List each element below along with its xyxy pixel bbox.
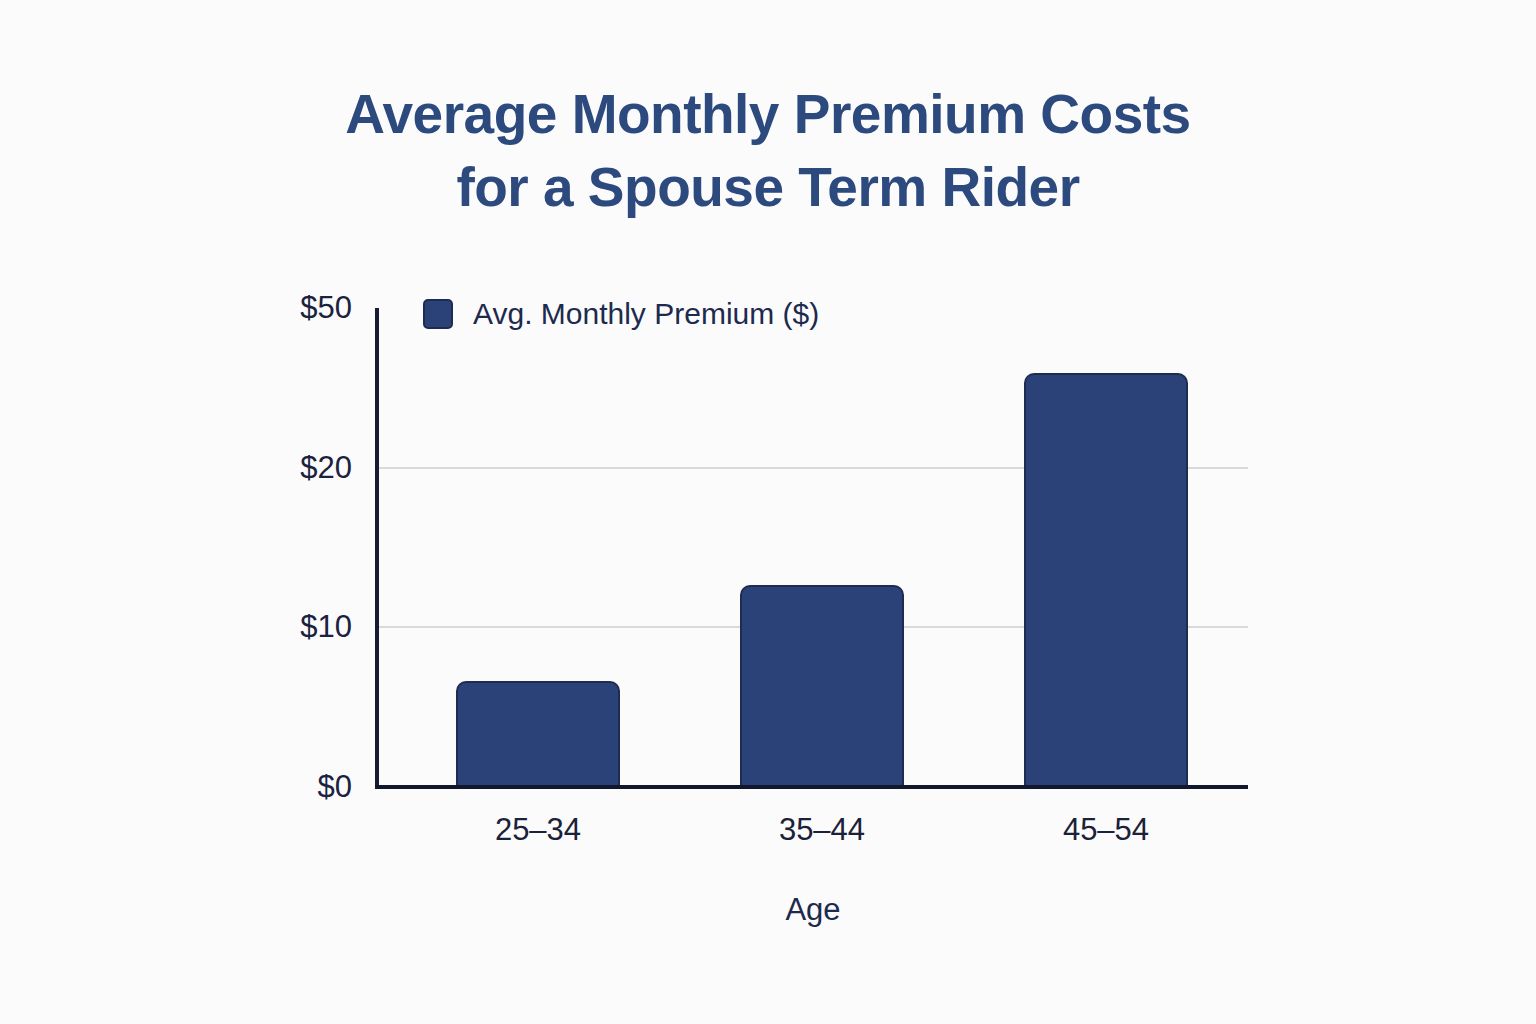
chart-canvas: Average Monthly Premium Costs for a Spou… <box>0 0 1536 1024</box>
bars-row <box>396 308 1248 785</box>
y-tick-label: $50 <box>180 288 352 328</box>
y-tick-label: $10 <box>180 607 352 647</box>
y-tick-label: $0 <box>180 767 352 807</box>
x-tick-label: 25–34 <box>396 812 680 848</box>
bar-slot <box>964 308 1248 785</box>
x-axis-title: Age <box>378 892 1248 928</box>
chart-title: Average Monthly Premium Costs for a Spou… <box>0 78 1536 224</box>
bar <box>740 585 904 785</box>
bar-slot <box>680 308 964 785</box>
y-tick-label: $20 <box>180 448 352 488</box>
bar <box>456 681 620 785</box>
bar-slot <box>396 308 680 785</box>
bar <box>1024 373 1188 785</box>
x-axis-tick-labels: 25–3435–4445–54 <box>396 812 1248 848</box>
x-tick-label: 45–54 <box>964 812 1248 848</box>
x-tick-label: 35–44 <box>680 812 964 848</box>
x-axis-line <box>375 785 1248 789</box>
